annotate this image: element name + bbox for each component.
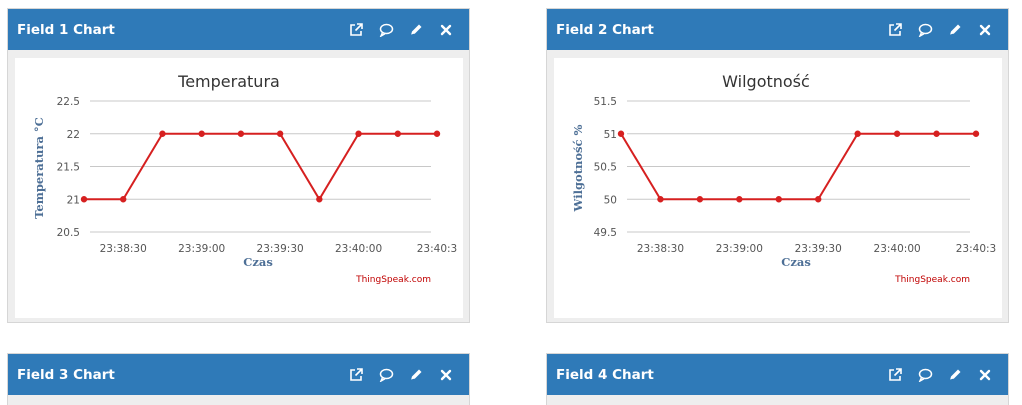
panel-header: Field 3 Chart [8,354,469,395]
panel-field-2: Field 2 Chart Wilgotność 51.5 51 50.5 50 49.… [546,8,1009,323]
panel-header: Field 2 Chart [547,9,1008,50]
data-point[interactable] [120,196,127,203]
panel-header: Field 1 Chart [8,9,469,50]
chart-title: Temperatura [177,72,280,91]
pencil-icon[interactable] [401,9,431,50]
x-tick-label: 23:40:00 [335,243,382,255]
data-point[interactable] [696,196,704,203]
pencil-icon[interactable] [401,354,431,395]
x-tick-label: 23:39:00 [178,243,225,255]
x-tick-label: 23:40:3 [417,243,457,255]
y-tick-label: 22.5 [57,96,80,108]
thingspeak-credit[interactable]: ThingSpeak.com [894,275,970,285]
data-point[interactable] [237,130,245,137]
pencil-icon[interactable] [940,354,970,395]
chart-area: Temperatura 22.5 22 21.5 21 20.5 23:38:30 23:… [15,58,463,318]
data-point[interactable] [815,196,822,203]
pencil-icon[interactable] [940,9,970,50]
panel-field-1: Field 1 Chart Temperatura 22.5 22 21.5 21 20… [7,8,470,323]
external-link-icon[interactable] [341,354,371,395]
y-tick-label: 49.5 [594,227,617,239]
data-point[interactable] [972,130,980,137]
comment-icon[interactable] [371,354,401,395]
x-tick-label: 23:40:00 [874,243,921,255]
close-icon[interactable] [431,9,461,50]
external-link-icon[interactable] [880,354,910,395]
close-icon[interactable] [970,9,1000,50]
data-point[interactable] [159,130,166,137]
external-link-icon[interactable] [341,9,371,50]
x-axis-label: Czas [243,255,273,269]
series-line [84,132,437,202]
thingspeak-credit[interactable]: ThingSpeak.com [355,275,431,285]
series-line [620,132,976,201]
comment-icon[interactable] [910,9,940,50]
y-axis-label: Wilgotność % [571,124,585,212]
y-tick-label: 21.5 [57,162,80,174]
chart-area: Wilgotność 51.5 51 50.5 50 49.5 23:38:30 23:3… [554,58,1002,318]
comment-icon[interactable] [910,354,940,395]
line-chart[interactable]: Temperatura 22.5 22 21.5 21 20.5 23:38:30 23:… [15,58,463,318]
chart-title: Wilgotność [722,72,810,91]
x-tick-label: 23:38:30 [637,243,684,255]
y-tick-label: 51.5 [594,96,617,108]
panel-title: Field 2 Chart [556,21,654,38]
y-tick-label: 21 [67,194,80,206]
y-tick-label: 50 [604,194,617,206]
comment-icon[interactable] [371,9,401,50]
y-tick-label: 20.5 [57,227,80,239]
data-point[interactable] [736,196,743,203]
data-point[interactable] [394,130,401,137]
external-link-icon[interactable] [880,9,910,50]
close-icon[interactable] [970,354,1000,395]
data-point[interactable] [657,196,664,203]
data-point[interactable] [893,130,901,137]
panel-title: Field 3 Chart [17,366,115,383]
x-tick-label: 23:39:30 [257,243,304,255]
line-chart[interactable]: Wilgotność 51.5 51 50.5 50 49.5 23:38:30 23:3… [554,58,1002,318]
y-tick-label: 51 [604,129,617,141]
data-point[interactable] [198,130,205,137]
data-point[interactable] [933,130,940,137]
y-axis-label: Temperatura °C [32,117,46,219]
data-point[interactable] [433,130,441,137]
close-icon[interactable] [431,354,461,395]
x-tick-label: 23:39:30 [795,243,842,255]
panel-field-3: Field 3 Chart [7,353,470,405]
x-tick-label: 23:39:00 [716,243,763,255]
data-point[interactable] [617,130,625,137]
data-point[interactable] [355,130,362,137]
x-tick-label: 23:40:3 [956,243,996,255]
y-tick-label: 50.5 [594,162,617,174]
data-point[interactable] [316,196,323,203]
panel-title: Field 4 Chart [556,366,654,383]
panel-field-4: Field 4 Chart [546,353,1009,405]
panel-header: Field 4 Chart [547,354,1008,395]
x-axis-label: Czas [781,255,811,269]
data-point[interactable] [854,130,861,137]
y-tick-label: 22 [67,129,80,141]
data-point[interactable] [80,196,88,203]
data-point[interactable] [276,130,284,137]
x-tick-label: 23:38:30 [100,243,147,255]
panel-title: Field 1 Chart [17,21,115,38]
data-point[interactable] [775,196,782,203]
